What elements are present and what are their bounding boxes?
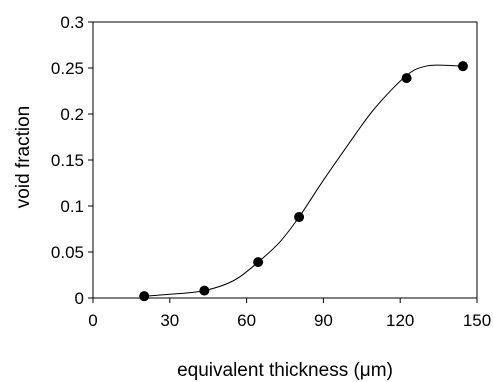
data-point xyxy=(294,212,305,223)
x-tick-label: 150 xyxy=(463,311,491,330)
plot-border xyxy=(92,21,478,299)
x-axis: 0 30 60 90 120 150 xyxy=(88,298,491,330)
y-tick-label: 0.1 xyxy=(60,197,84,216)
data-points xyxy=(139,61,468,302)
y-tick-label: 0.2 xyxy=(60,105,84,124)
y-tick-label: 0.25 xyxy=(51,59,84,78)
data-point xyxy=(199,285,210,296)
data-point xyxy=(139,291,150,302)
plot-area xyxy=(92,21,478,299)
x-tick-label: 90 xyxy=(314,311,333,330)
y-tick-label: 0 xyxy=(75,289,84,308)
x-axis-title: equivalent thickness (μm) xyxy=(177,360,393,381)
x-tick-label: 60 xyxy=(237,311,256,330)
fit-curve-layer xyxy=(144,64,463,297)
y-tick-label: 0.3 xyxy=(60,13,84,32)
y-tick-label: 0.15 xyxy=(51,151,84,170)
x-tick-label: 120 xyxy=(386,311,414,330)
y-axis-title: void fraction xyxy=(13,106,34,208)
y-axis: 0 0.05 0.1 0.15 0.2 0.25 0.3 xyxy=(51,13,93,308)
x-tick-label: 0 xyxy=(88,311,97,330)
data-point xyxy=(253,257,264,268)
data-point xyxy=(457,61,468,72)
x-tick-label: 30 xyxy=(160,311,179,330)
data-point xyxy=(401,73,412,84)
y-tick-label: 0.05 xyxy=(51,243,84,262)
fit-curve xyxy=(144,64,463,297)
